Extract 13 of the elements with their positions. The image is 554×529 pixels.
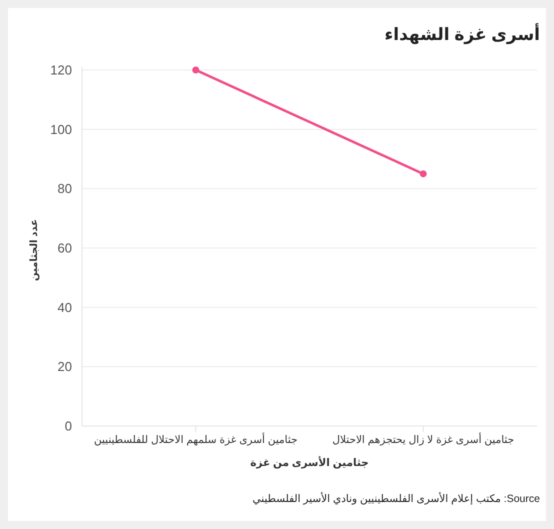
- y-tick-label: 20: [58, 359, 72, 374]
- chart-title: أسرى غزة الشهداء: [384, 23, 540, 45]
- y-tick-label: 120: [50, 62, 72, 78]
- y-tick-label: 60: [58, 240, 72, 256]
- y-tick-label: 0: [64, 418, 72, 434]
- y-tick-label: 100: [50, 122, 72, 137]
- source-note: Source: مكتب إعلام الأسرى الفلسطينيين ونادي الأسير الفلسطيني: [252, 491, 540, 505]
- y-tick-label: 80: [58, 181, 72, 196]
- y-axis-title: عدد الجثامين: [29, 218, 40, 282]
- y-tick-label: 40: [58, 300, 72, 315]
- x-tick-label: جثامين أسرى غزة سلمهم الاحتلال للفلسطينيين: [94, 432, 298, 446]
- x-axis-title: جثامين الأسرى من غزة: [250, 456, 369, 469]
- x-tick-label: جثامين أسرى غزة لا زال يحتجزهم الاحتلال: [332, 432, 514, 446]
